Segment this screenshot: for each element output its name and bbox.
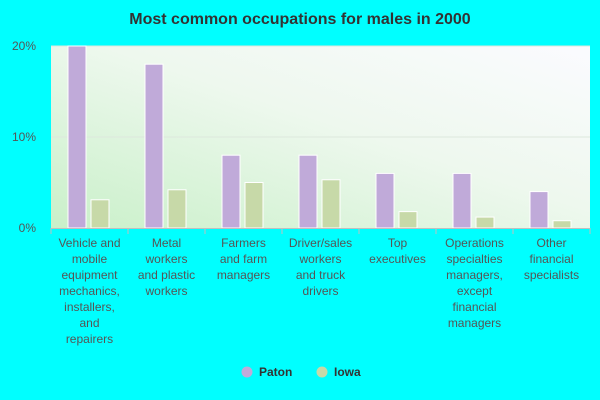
category-label-line: and plastic (138, 268, 195, 282)
bar-paton (375, 172, 395, 229)
y-tick-label: 20% (12, 39, 36, 53)
category-label-line: mobile (72, 252, 108, 266)
bar-iowa (552, 220, 572, 229)
bar-iowa (475, 216, 495, 229)
category-label-line: managers (448, 316, 501, 330)
legend-swatch-iowa (316, 366, 328, 378)
bar-iowa (244, 182, 264, 229)
x-axis: Vehicle and mobile equipment mechanics, inst… (50, 228, 591, 346)
legend-label-iowa: Iowa (334, 365, 361, 379)
category-label-line: managers, (446, 268, 503, 282)
bar-iowa (167, 189, 187, 229)
category-label-line: Top (388, 236, 408, 250)
category-label: Driver/sales workers and truck drivers (289, 236, 352, 298)
bar-iowa (398, 211, 418, 229)
legend-label-paton: Paton (259, 365, 292, 379)
category-label-line: specialties (446, 252, 502, 266)
category-label-line: workers (298, 252, 341, 266)
gridlines (51, 45, 590, 138)
legend: Paton Iowa (241, 365, 361, 379)
category-label: Other financial specialists (524, 236, 579, 282)
category-label-line: workers (144, 252, 187, 266)
category-label-line: installers, (64, 300, 115, 314)
category-label-line: and (79, 316, 99, 330)
y-tick-label: 10% (12, 130, 36, 144)
category-label-line: Farmers (221, 236, 266, 250)
category-label-line: and truck (296, 268, 346, 282)
category-label: Metal workers and plastic workers (138, 236, 195, 298)
category-label-line: workers (144, 284, 187, 298)
category-label-line: Other (536, 236, 566, 250)
category-label-line: specialists (524, 268, 579, 282)
category-label-line: drivers (302, 284, 338, 298)
category-label-line: mechanics, (59, 284, 120, 298)
bar-paton (144, 63, 164, 229)
legend-swatch-paton (241, 366, 253, 378)
category-label-line: financial (452, 300, 496, 314)
category-label-line: equipment (61, 268, 118, 282)
category-label-line: except (457, 284, 493, 298)
chart-title: Most common occupations for males in 200… (129, 11, 471, 28)
bar-paton (452, 172, 472, 229)
category-label-line: Operations (445, 236, 504, 250)
category-label-line: Metal (152, 236, 181, 250)
bar-iowa (321, 179, 341, 229)
bar-paton (298, 154, 318, 229)
category-label: Top executives (369, 236, 426, 266)
category-label-line: Vehicle and (58, 236, 120, 250)
y-tick-label: 0% (19, 221, 37, 235)
category-label-line: financial (529, 252, 573, 266)
category-label: Operations specialties managers, except fina… (445, 236, 504, 330)
category-label-line: executives (369, 252, 426, 266)
category-label: Farmers and farm managers (217, 236, 270, 282)
category-label-line: and farm (220, 252, 267, 266)
y-axis: 0% 10% 20% (12, 39, 36, 235)
category-label-line: repairers (66, 332, 113, 346)
bar-paton (529, 191, 549, 229)
category-label-line: Driver/sales (289, 236, 352, 250)
category-label-line: managers (217, 268, 270, 282)
category-label: Vehicle and mobile equipment mechanics, inst… (58, 236, 120, 346)
bar-iowa (90, 199, 110, 229)
bar-paton (67, 45, 87, 229)
bar-paton (221, 154, 241, 229)
